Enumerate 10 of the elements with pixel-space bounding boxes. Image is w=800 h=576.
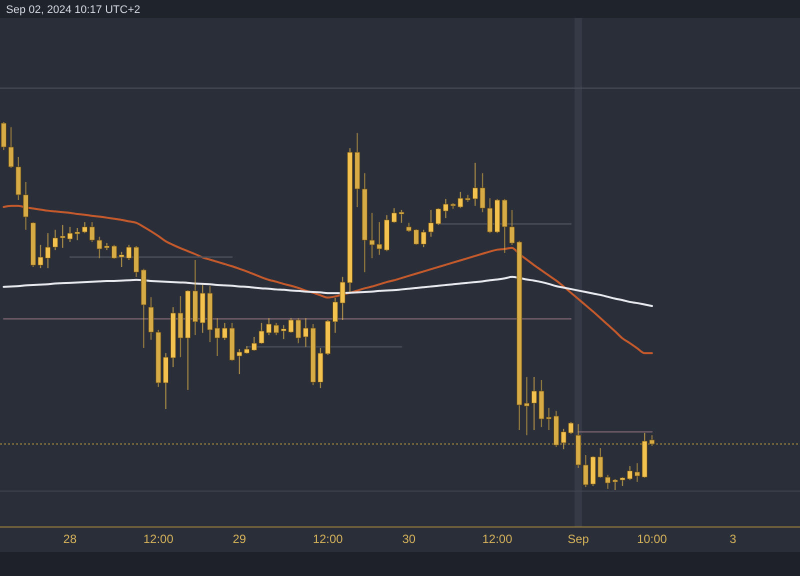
x-tick-label: 29 xyxy=(232,532,246,546)
x-tick-label: 12:00 xyxy=(312,532,344,546)
x-tick-label: 12:00 xyxy=(482,532,513,546)
x-tick-label: 12:00 xyxy=(143,532,174,546)
x-tick-label: 28 xyxy=(63,532,77,546)
x-tick-label: 30 xyxy=(402,532,416,546)
x-tick-label: 3 xyxy=(730,532,737,546)
x-tick-label: 10:00 xyxy=(636,532,668,546)
x-tick-label: Sep xyxy=(568,532,590,546)
text: Sep 02, 2024 10:17 UTC+2 xyxy=(6,4,140,16)
